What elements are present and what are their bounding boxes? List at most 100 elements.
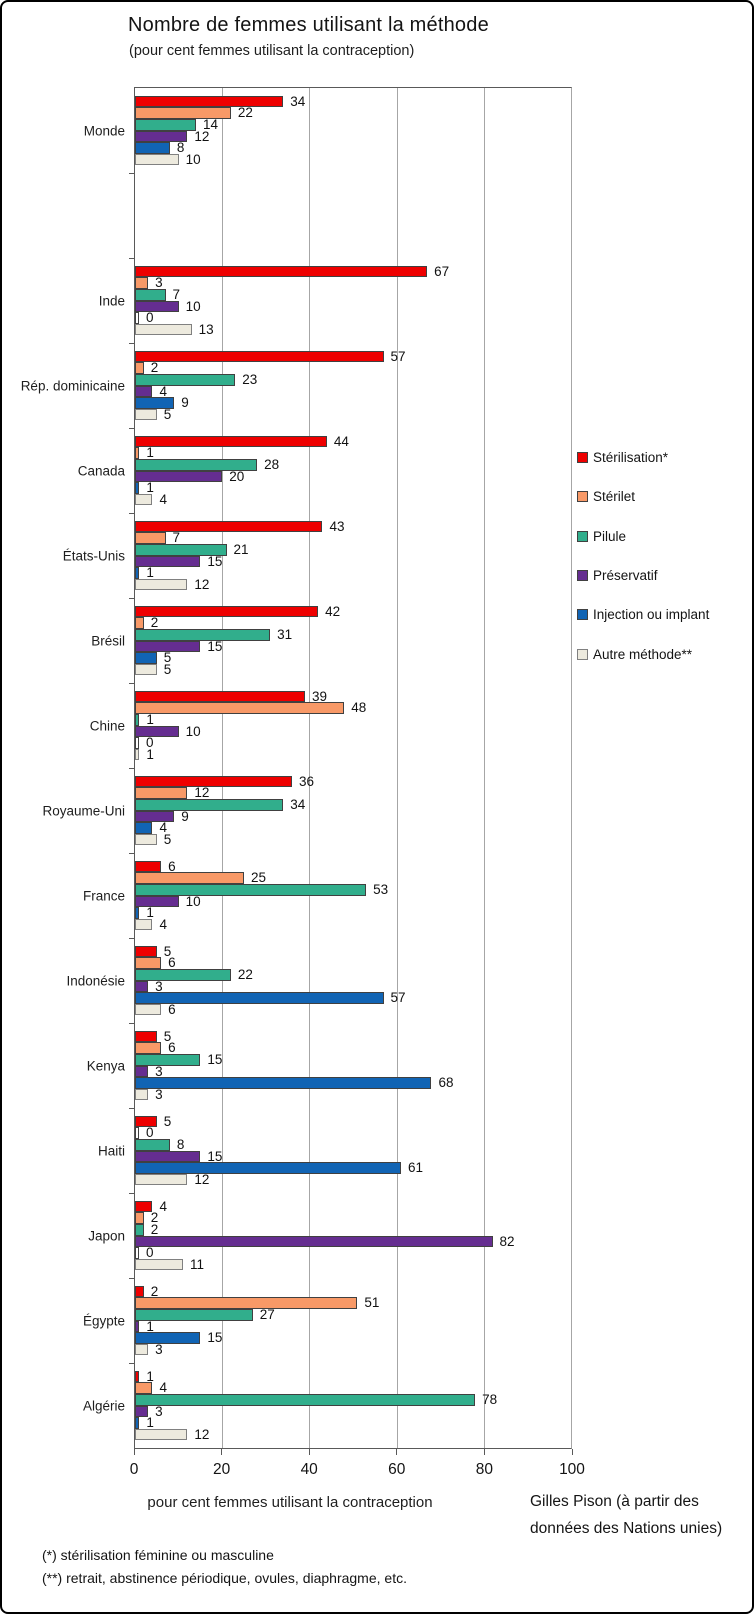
- bar-value-label: 0: [146, 310, 154, 326]
- bar-value-label: 20: [229, 468, 245, 484]
- bar-value-label: 2: [150, 1283, 159, 1299]
- bar-row: 15: [135, 1149, 571, 1163]
- legend-entry-sterilet: Stérilet: [577, 477, 709, 516]
- bar-injection-ou-implant-chine: [135, 737, 139, 749]
- bar-value-label: 11: [189, 1256, 204, 1272]
- bar-row: 4: [135, 493, 571, 506]
- bar-preservatif-japon: [135, 1235, 493, 1248]
- bar-preservatif-egypte: [135, 1320, 140, 1333]
- bar-value-label: 9: [181, 395, 189, 411]
- bar-row: 10: [135, 299, 571, 313]
- bar-sterilet-france: [135, 872, 244, 884]
- bar-preservatif-haiti: [135, 1150, 201, 1163]
- category-group-egypte: Égypte 2 51 27 1 15 3: [83, 1278, 571, 1363]
- bar-row: 4: [135, 1198, 571, 1214]
- bar-row: 7: [135, 286, 571, 302]
- bar-row: 42: [135, 605, 571, 618]
- bar-row: 4: [135, 384, 571, 398]
- x-axis-tick-40: [308, 1449, 310, 1455]
- category-group-monde: Monde 34 22 14 12 8 10: [84, 88, 571, 173]
- x-axis-tick-label-60: 60: [388, 1461, 406, 1478]
- gridline-20: [222, 88, 224, 1448]
- bar-autre-methode-kenya: [135, 1088, 149, 1101]
- bar-row: 15: [135, 554, 571, 568]
- category-axis-tick: [129, 1023, 135, 1024]
- bar-sterilet-rep-dominicaine: [135, 362, 144, 374]
- bar-pilule-canada: [135, 458, 258, 471]
- bar-row: 14: [135, 118, 571, 131]
- category-group-bresil: Brésil 42 2 31 15 5 5: [91, 598, 571, 683]
- bar-row: 7: [135, 531, 571, 544]
- chart-title: Nombre de femmes utilisant la méthode: [128, 14, 489, 36]
- category-label-bresil: Brésil: [91, 633, 125, 648]
- bar-sterilisation-bresil: [135, 605, 319, 618]
- bar-autre-methode-rep-dominicaine: [135, 408, 157, 421]
- bar-value-label: 3: [155, 1341, 163, 1357]
- category-group-canada: Canada 44 1 28 20 1 4: [78, 428, 571, 513]
- bar-value-label: 9: [181, 808, 189, 824]
- category-label-inde: Inde: [98, 293, 125, 308]
- bar-value-label: 4: [159, 1198, 167, 1214]
- bar-row: 1: [135, 1370, 571, 1383]
- bar-autre-methode-chine: [135, 748, 140, 761]
- bar-injection-ou-implant-japon: [135, 1247, 139, 1259]
- bar-row: 15: [135, 639, 571, 653]
- bar-sterilisation-egypte: [135, 1285, 144, 1298]
- bar-autre-methode-inde: [135, 323, 192, 336]
- bar-pilule-egypte: [135, 1308, 253, 1321]
- bar-injection-ou-implant-inde: [135, 312, 139, 324]
- bar-value-label: 10: [185, 151, 201, 167]
- bar-value-label: 2: [150, 1210, 159, 1226]
- bar-row: 3: [135, 276, 571, 289]
- bar-row: 8: [135, 141, 571, 154]
- bar-value-label: 82: [499, 1233, 515, 1249]
- bar-pilule-rep-dominicaine: [135, 373, 236, 386]
- bar-row: 12: [135, 785, 571, 801]
- category-axis-tick: [129, 343, 135, 344]
- x-axis-tick-80: [483, 1449, 485, 1455]
- bar-row: 0: [135, 1246, 571, 1259]
- bar-value-label: 3: [155, 1086, 163, 1102]
- bar-value-label: 27: [259, 1306, 275, 1322]
- bar-row: 1: [135, 748, 571, 761]
- bar-row: 1: [135, 481, 571, 494]
- x-axis-tick-100: [571, 1449, 573, 1455]
- bar-value-label: 4: [159, 1380, 167, 1396]
- bar-preservatif-monde: [135, 130, 188, 143]
- bar-preservatif-royaume-uni: [135, 810, 175, 823]
- bar-value-label: 12: [194, 785, 210, 801]
- bar-pilule-japon: [135, 1223, 144, 1236]
- legend-label-pilule: Pilule: [593, 528, 627, 544]
- bar-value-label: 8: [176, 1136, 185, 1152]
- bar-sterilet-algerie: [135, 1382, 153, 1394]
- bar-sterilet-monde: [135, 107, 231, 119]
- legend-label-preservatif: Préservatif: [593, 568, 658, 584]
- legend-swatch-sterilisation: [577, 452, 588, 464]
- category-axis-tick: [129, 1108, 135, 1109]
- legend-swatch-autre-methode: [577, 648, 588, 660]
- bar-row: 78: [135, 1393, 571, 1406]
- x-axis-tick-label-40: 40: [300, 1461, 318, 1478]
- bar-row: 28: [135, 458, 571, 471]
- category-group-spacer: [135, 173, 571, 258]
- gridline-60: [396, 88, 398, 1448]
- bar-sterilisation-monde: [135, 95, 284, 108]
- footnotes: (*) stérilisation féminine ou masculine …: [42, 1544, 407, 1590]
- bar-row: 1: [135, 906, 571, 919]
- bar-value-label: 43: [329, 518, 345, 534]
- bar-sterilisation-indonesie: [135, 945, 157, 958]
- bar-row: 22: [135, 968, 571, 981]
- bar-row: 5: [135, 833, 571, 846]
- category-axis-tick: [129, 683, 135, 684]
- bar-row: 44: [135, 435, 571, 448]
- x-axis-tick-labels: 0 20 40 60 80 100: [130, 1461, 585, 1481]
- category-group-inde: Inde 67 3 7 10 0 13: [99, 258, 571, 343]
- bar-autre-methode-canada: [135, 493, 153, 506]
- bar-row: 6: [135, 860, 571, 873]
- bar-row: 5: [135, 651, 571, 664]
- legend-label-sterilet: Stérilet: [593, 489, 636, 505]
- bar-row: 6: [135, 1041, 571, 1054]
- legend-swatch-injection-ou-implant: [577, 609, 588, 621]
- bar-value-label: 5: [163, 1113, 172, 1129]
- bar-value-label: 7: [172, 286, 181, 302]
